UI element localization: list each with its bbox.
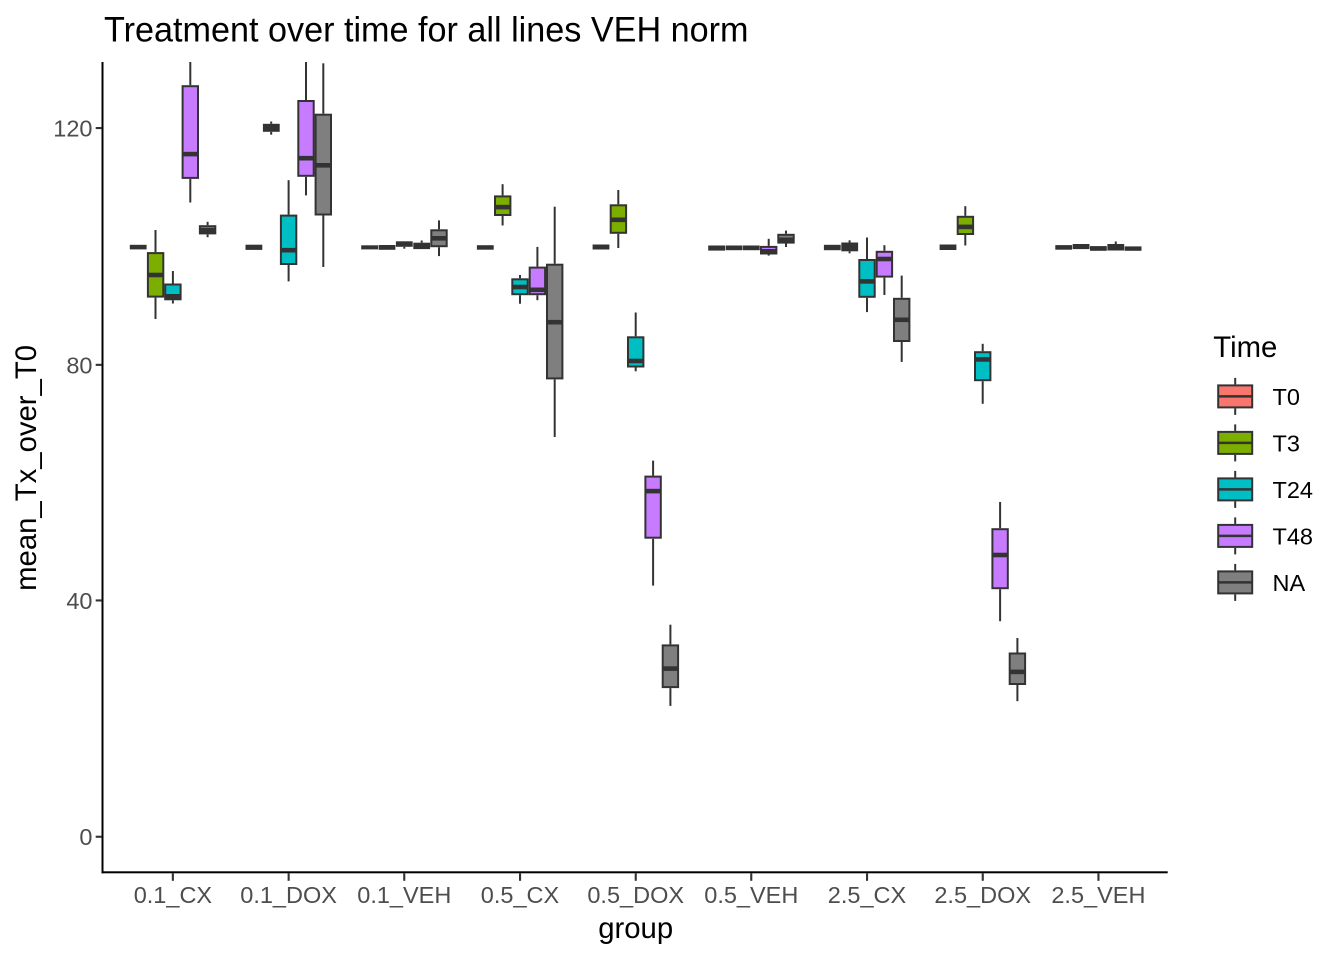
svg-text:40: 40 bbox=[66, 588, 92, 614]
svg-text:2.5_VEH: 2.5_VEH bbox=[1051, 882, 1145, 908]
svg-text:NA: NA bbox=[1273, 570, 1306, 596]
svg-text:0.1_CX: 0.1_CX bbox=[134, 882, 213, 908]
svg-text:Treatment over time for all li: Treatment over time for all lines VEH no… bbox=[104, 10, 749, 49]
svg-text:0.5_DOX: 0.5_DOX bbox=[587, 882, 684, 908]
svg-text:80: 80 bbox=[66, 352, 92, 378]
svg-text:2.5_DOX: 2.5_DOX bbox=[934, 882, 1031, 908]
svg-text:T3: T3 bbox=[1273, 430, 1300, 456]
svg-text:0.1_VEH: 0.1_VEH bbox=[357, 882, 451, 908]
svg-text:group: group bbox=[598, 912, 673, 945]
svg-text:Time: Time bbox=[1213, 331, 1277, 364]
svg-text:T48: T48 bbox=[1273, 523, 1314, 549]
svg-text:0.5_CX: 0.5_CX bbox=[481, 882, 560, 908]
svg-text:120: 120 bbox=[53, 116, 92, 142]
svg-text:T0: T0 bbox=[1273, 384, 1300, 410]
svg-text:0.1_DOX: 0.1_DOX bbox=[240, 882, 337, 908]
svg-text:T24: T24 bbox=[1273, 477, 1314, 503]
svg-text:mean_Tx_over_T0: mean_Tx_over_T0 bbox=[10, 345, 43, 591]
svg-text:0.5_VEH: 0.5_VEH bbox=[704, 882, 798, 908]
svg-text:2.5_CX: 2.5_CX bbox=[828, 882, 907, 908]
svg-text:0: 0 bbox=[79, 824, 92, 850]
